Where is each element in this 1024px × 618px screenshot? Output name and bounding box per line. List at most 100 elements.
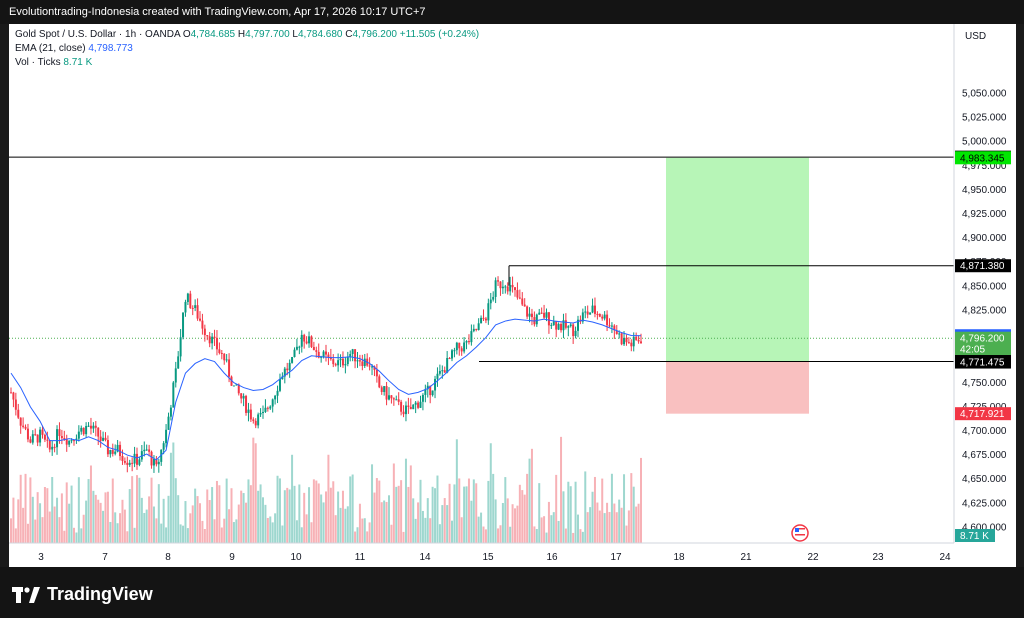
candle-body[interactable] [295,346,298,350]
candle-body[interactable] [174,368,177,383]
candle-body[interactable] [269,406,272,409]
candle-body[interactable] [87,425,90,427]
candle-body[interactable] [191,307,194,309]
candle-body[interactable] [121,456,124,461]
candle-body[interactable] [165,429,168,444]
candle-body[interactable] [19,417,22,426]
candle-body[interactable] [511,284,514,288]
candle-body[interactable] [637,339,640,342]
candle-body[interactable] [240,393,243,399]
candle-body[interactable] [148,449,151,452]
candle-body[interactable] [12,392,15,400]
loss-zone[interactable] [666,361,809,414]
candle-body[interactable] [547,312,550,326]
candle-body[interactable] [172,382,175,408]
candle-body[interactable] [480,317,483,324]
candle-body[interactable] [29,439,32,443]
candle-body[interactable] [281,376,284,380]
candle-body[interactable] [245,395,248,413]
candle-body[interactable] [332,359,335,365]
candle-body[interactable] [189,293,192,308]
candle-body[interactable] [584,311,587,313]
candle-body[interactable] [368,365,371,367]
candle-body[interactable] [82,427,85,435]
candle-body[interactable] [400,401,403,412]
candle-body[interactable] [14,399,17,410]
candle-body[interactable] [249,409,252,420]
candle-body[interactable] [184,301,187,313]
candle-body[interactable] [58,429,61,437]
candle-body[interactable] [116,444,119,452]
candle-body[interactable] [635,336,638,340]
candle-body[interactable] [206,335,209,337]
candle-body[interactable] [426,385,429,390]
candle-body[interactable] [431,390,434,396]
candle-body[interactable] [383,386,386,393]
candle-body[interactable] [472,328,475,332]
candle-body[interactable] [300,334,303,347]
candle-body[interactable] [308,336,311,344]
candle-body[interactable] [126,462,129,465]
candle-body[interactable] [354,349,357,362]
candle-body[interactable] [128,462,131,465]
candle-body[interactable] [632,336,635,347]
candle-body[interactable] [509,284,512,292]
candle-body[interactable] [610,325,613,327]
candle-body[interactable] [392,398,395,400]
flag-icon-ring[interactable] [791,524,809,542]
candle-body[interactable] [143,449,146,452]
candle-body[interactable] [492,296,495,300]
candle-body[interactable] [627,342,630,344]
candle-body[interactable] [252,419,255,421]
candle-body[interactable] [322,351,325,357]
candle-body[interactable] [538,312,541,315]
candle-body[interactable] [407,405,410,407]
candle-body[interactable] [41,429,44,435]
candle-body[interactable] [564,320,567,328]
candle-body[interactable] [414,402,417,405]
candle-body[interactable] [419,401,422,408]
candle-body[interactable] [247,409,250,413]
candle-body[interactable] [497,280,500,282]
candle-body[interactable] [196,305,199,319]
candle-body[interactable] [119,444,122,457]
candle-body[interactable] [138,459,141,465]
horizontal-lines[interactable] [9,156,954,363]
candle-body[interactable] [523,304,526,307]
candle-body[interactable] [596,313,599,315]
position-zones[interactable] [666,157,809,414]
candle-body[interactable] [34,434,37,436]
candle-body[interactable] [586,311,589,315]
candle-body[interactable] [22,425,25,427]
candle-body[interactable] [186,293,189,302]
candle-body[interactable] [550,324,553,326]
candle-body[interactable] [339,358,342,361]
candle-body[interactable] [160,449,163,462]
candle-body[interactable] [194,305,197,309]
candle-body[interactable] [351,349,354,354]
candle-body[interactable] [51,446,54,450]
candle-body[interactable] [271,399,274,407]
candle-body[interactable] [298,346,301,348]
candle-body[interactable] [378,376,381,388]
candle-body[interactable] [424,389,427,395]
candle-body[interactable] [48,440,51,450]
candle-body[interactable] [552,321,555,325]
candle-body[interactable] [68,440,71,445]
candle-body[interactable] [598,313,601,317]
candle-body[interactable] [487,303,490,321]
candle-body[interactable] [39,429,42,443]
candle-body[interactable] [26,428,29,440]
candle-body[interactable] [526,306,529,317]
candle-body[interactable] [104,437,107,440]
candle-body[interactable] [36,434,39,443]
candle-body[interactable] [577,319,579,331]
candle-body[interactable] [320,356,323,358]
candle-body[interactable] [225,359,228,361]
candle-body[interactable] [293,349,296,358]
candle-body[interactable] [620,333,623,345]
candle-body[interactable] [441,370,444,372]
candle-body[interactable] [603,314,606,319]
candle-body[interactable] [615,330,618,334]
candle-body[interactable] [291,357,294,363]
